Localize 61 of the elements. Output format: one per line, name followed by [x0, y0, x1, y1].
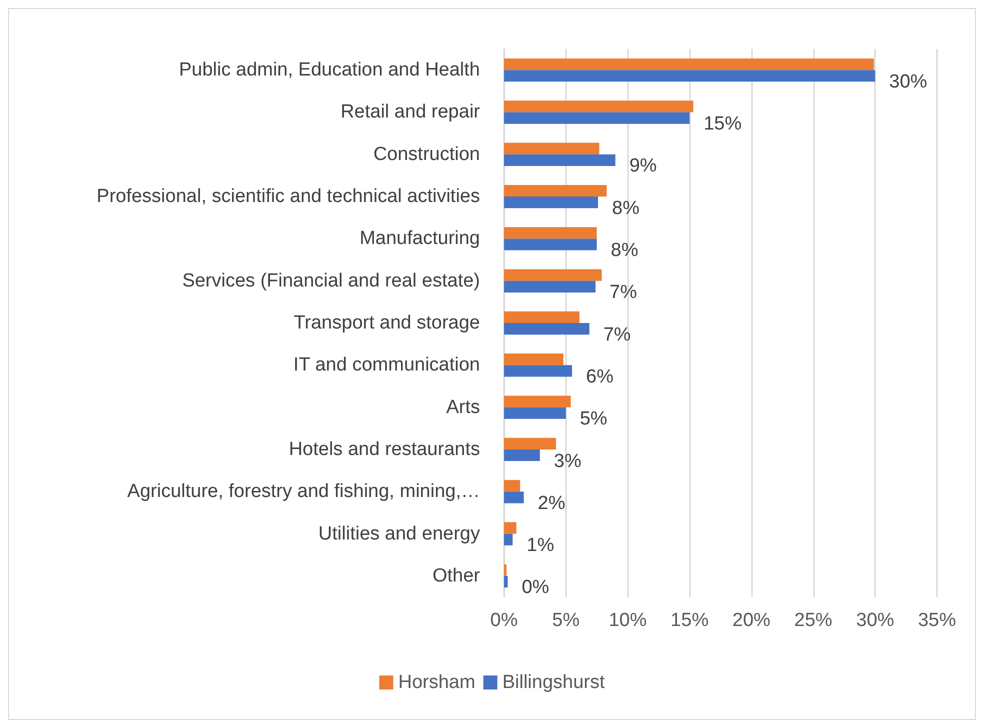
bar — [504, 112, 690, 124]
bar — [504, 311, 580, 323]
data-label: 5% — [580, 408, 608, 430]
bar — [504, 100, 694, 112]
bar — [504, 522, 516, 534]
y-tick-label: Manufacturing — [360, 228, 480, 250]
data-label: 6% — [586, 366, 614, 388]
bar — [504, 196, 598, 208]
y-tick-label: Public admin, Education and Health — [178, 60, 480, 81]
y-tick-label: Transport and storage — [294, 312, 480, 334]
x-tick-label: 0% — [490, 610, 518, 631]
y-tick-label: Services (Financial and real estate) — [182, 270, 480, 292]
data-label: 8% — [612, 198, 640, 219]
x-tick-label: 20% — [732, 610, 771, 631]
bar — [504, 70, 876, 82]
y-tick-label: Agriculture, forestry and fishing, mining,… — [127, 481, 480, 502]
x-tick-label: 10% — [608, 610, 647, 631]
bar — [504, 280, 596, 292]
y-tick-label: Retail and repair — [340, 102, 481, 123]
bar — [504, 576, 508, 588]
bar — [504, 438, 556, 450]
bar — [504, 58, 874, 70]
y-tick-label: Professional, scientific and technical activities — [96, 186, 480, 208]
y-tick-label: Other — [432, 565, 481, 586]
y-tick-label: Construction — [373, 144, 480, 165]
x-tick-label: 30% — [856, 610, 894, 631]
data-label: 3% — [554, 450, 582, 472]
bar — [504, 269, 602, 281]
data-label: 2% — [538, 492, 566, 514]
y-tick-label: IT and communication — [293, 354, 480, 376]
bar — [504, 480, 520, 492]
bar — [504, 238, 597, 250]
x-tick-label: 15% — [670, 610, 709, 631]
bar — [504, 407, 566, 419]
bar — [504, 396, 571, 408]
data-label: 7% — [603, 324, 631, 346]
x-tick-label: 25% — [794, 610, 832, 631]
x-tick-label: 5% — [552, 610, 580, 631]
data-label: 9% — [629, 156, 657, 177]
bar — [504, 492, 524, 504]
data-label: 0% — [522, 577, 550, 598]
bar — [504, 142, 600, 154]
data-label: 1% — [526, 535, 554, 556]
bar — [504, 354, 564, 366]
bar — [504, 184, 607, 197]
data-label: 8% — [610, 240, 638, 261]
data-label: 15% — [704, 114, 742, 135]
x-tick-label: 35% — [918, 610, 956, 631]
legend-label: Billingshurst — [502, 672, 606, 693]
bar — [504, 365, 572, 377]
legend-label: Horsham — [398, 672, 476, 693]
y-tick-label: Utilities and energy — [318, 523, 480, 544]
bar — [504, 154, 616, 166]
data-label: 7% — [610, 282, 638, 304]
bar — [504, 323, 590, 335]
bar — [504, 227, 597, 239]
data-label: 30% — [889, 71, 928, 92]
y-tick-label: Arts — [446, 396, 480, 418]
bar — [504, 534, 513, 546]
y-tick-label: Hotels and restaurants — [288, 438, 480, 460]
bar — [504, 449, 540, 462]
